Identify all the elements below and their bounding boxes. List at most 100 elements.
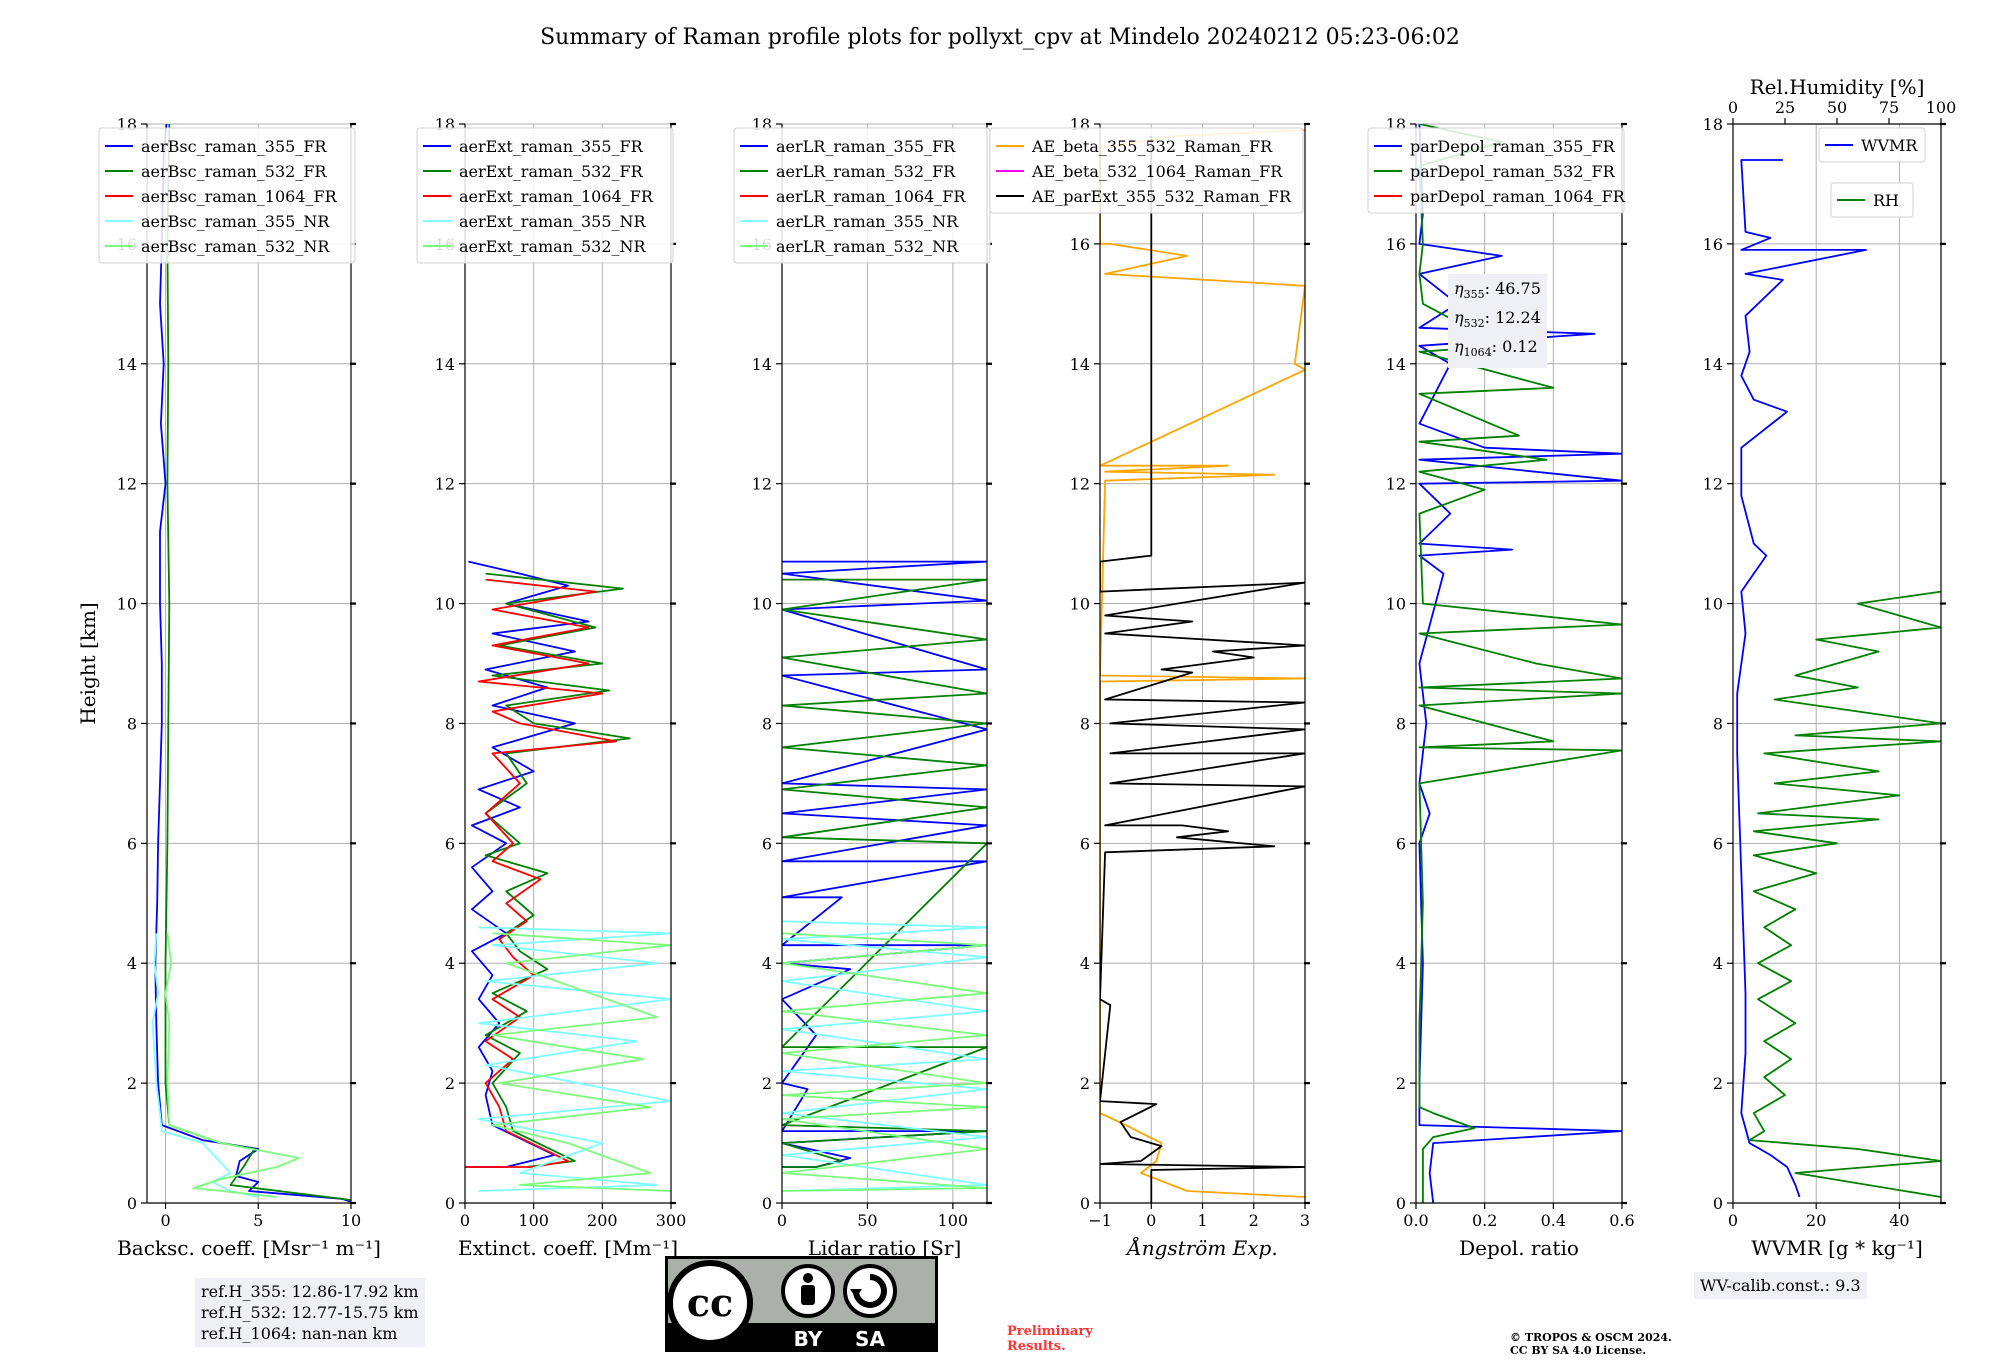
y-tick-label: 2 xyxy=(762,1074,772,1093)
panel-backscatter: 0246810121416180510Backsc. coeff. [Msr⁻¹… xyxy=(76,115,381,1260)
copyright-line-2: CC BY SA 4.0 License. xyxy=(1510,1344,1647,1357)
series-group xyxy=(1100,129,1305,1203)
x-tick-label: 100 xyxy=(938,1211,969,1230)
ref-height-355: ref.H_355: 12.86-17.92 km xyxy=(201,1282,419,1301)
x-tick-label: 40 xyxy=(1889,1211,1909,1230)
x-axis-label: Extinct. coeff. [Mm⁻¹] xyxy=(458,1236,678,1260)
y-tick-label: 10 xyxy=(1386,595,1406,614)
top-x-tick-label: 50 xyxy=(1827,98,1847,117)
copyright-line-1: © TROPOS & OSCM 2024. xyxy=(1510,1331,1672,1344)
eta-box: η355: 46.75 η532: 12.24 η1064: 0.12 xyxy=(1448,274,1547,368)
y-tick-label: 8 xyxy=(1080,714,1090,733)
y-tick-label: 8 xyxy=(127,714,137,733)
y-tick-label: 2 xyxy=(1713,1074,1723,1093)
series-line-aerLR_raman_355_NR xyxy=(782,920,987,1192)
y-tick-label: 8 xyxy=(1713,714,1723,733)
legend-label: aerLR_raman_355_NR xyxy=(776,212,959,231)
preliminary-line-1: Preliminary xyxy=(1007,1324,1093,1339)
top-x-tick-label: 75 xyxy=(1879,98,1899,117)
legend-label: parDepol_raman_1064_FR xyxy=(1410,187,1626,206)
y-tick-label: 6 xyxy=(762,834,772,853)
y-tick-label: 14 xyxy=(435,355,455,374)
legend-box xyxy=(98,127,356,264)
y-tick-label: 6 xyxy=(1713,834,1723,853)
y-tick-label: 14 xyxy=(1386,355,1406,374)
legend-label: aerExt_raman_355_FR xyxy=(459,137,644,156)
chart-panels: 0246810121416180510Backsc. coeff. [Msr⁻¹… xyxy=(76,75,1956,1260)
legend-label: parDepol_raman_532_FR xyxy=(1410,162,1616,181)
y-axis-label: Height [km] xyxy=(76,602,100,724)
y-tick-label: 10 xyxy=(1703,595,1723,614)
y-tick-label: 0 xyxy=(762,1194,772,1213)
y-tick-label: 16 xyxy=(1070,235,1090,254)
y-tick-label: 8 xyxy=(762,714,772,733)
series-line-parDepol_raman_355_FR xyxy=(1418,124,1622,1203)
x-tick-label: 0 xyxy=(160,1211,170,1230)
legend-label: AE_beta_355_532_Raman_FR xyxy=(1031,137,1273,156)
legend-label: aerLR_raman_532_NR xyxy=(776,237,959,256)
x-tick-label: 20 xyxy=(1806,1211,1826,1230)
y-tick-label: 6 xyxy=(1080,834,1090,853)
x-axis-label: Backsc. coeff. [Msr⁻¹ m⁻¹] xyxy=(117,1236,381,1260)
y-tick-label: 14 xyxy=(752,355,772,374)
y-tick-label: 4 xyxy=(1080,954,1090,973)
y-tick-label: 14 xyxy=(117,355,137,374)
x-tick-label: 3 xyxy=(1300,1211,1310,1230)
legend-label: aerLR_raman_355_FR xyxy=(776,137,956,156)
panel-water-vapor: 0 2 4 6 8 10 12 14 16 18 0 20 40 WVMR [g * kg⁻¹] 0 25 50… xyxy=(1703,75,1957,1260)
y-tick-label: 16 xyxy=(1386,235,1406,254)
legend-label: AE_beta_532_1064_Raman_FR xyxy=(1031,162,1283,181)
x-tick-label: 0.0 xyxy=(1403,1211,1428,1230)
y-tick-label: 6 xyxy=(445,834,455,853)
legend: aerLR_raman_355_FR aerLR_raman_532_FR aerL… xyxy=(733,127,991,264)
by-icon-head xyxy=(803,1273,813,1283)
x-axis-label: Depol. ratio xyxy=(1459,1236,1579,1260)
series-line-AE_parExt_355_532_Raman_FR xyxy=(1100,136,1305,1203)
figure-title: Summary of Raman profile plots for polly… xyxy=(540,25,1460,50)
x-tick-label: 5 xyxy=(253,1211,263,1230)
legend-label: aerBsc_raman_355_FR xyxy=(141,137,327,156)
x-tick-label: 10 xyxy=(341,1211,361,1230)
top-x-tick-label: 0 xyxy=(1728,98,1738,117)
x-tick-label: 0 xyxy=(460,1211,470,1230)
series-line-aerLR_raman_355_FR xyxy=(782,560,987,1168)
reference-height-box: ref.H_355: 12.86-17.92 km ref.H_532: 12.… xyxy=(195,1278,425,1347)
y-tick-label: 10 xyxy=(435,595,455,614)
x-tick-label: 0 xyxy=(777,1211,787,1230)
series-line-aerExt_raman_355_FR xyxy=(465,560,590,1168)
wv-calibration-box: WV-calib.const.: 9.3 xyxy=(1694,1272,1867,1299)
x-tick-label: 0.6 xyxy=(1609,1211,1634,1230)
x-tick-label: 2 xyxy=(1249,1211,1259,1230)
y-tick-label: 4 xyxy=(127,954,137,973)
y-tick-label: 2 xyxy=(445,1074,455,1093)
panel-lidar-ratio: 024681012141618050100Lidar ratio [Sr]aer… xyxy=(733,115,992,1260)
y-tick-label: 0 xyxy=(1396,1194,1406,1213)
series-line-aerBsc_raman_355_FR xyxy=(154,124,351,1203)
legend-label: aerExt_raman_532_NR xyxy=(459,237,647,256)
y-tick-label: 0 xyxy=(127,1194,137,1213)
ref-height-1064: ref.H_1064: nan-nan km xyxy=(201,1324,398,1343)
series-line-aerExt_raman_1064_FR xyxy=(465,578,617,1168)
y-tick-label: 8 xyxy=(445,714,455,733)
legend: aerExt_raman_355_FR aerExt_raman_532_FRae… xyxy=(416,127,674,264)
legend-RH: RH xyxy=(1830,182,1914,218)
x-tick-label: 0 xyxy=(1146,1211,1156,1230)
y-tick-label: 6 xyxy=(1396,834,1406,853)
sa-icon-arrow xyxy=(850,1289,862,1298)
series-line-aerBsc_raman_532_FR xyxy=(164,124,351,1201)
sa-icon xyxy=(843,1264,897,1318)
top-x-tick-label: 25 xyxy=(1775,98,1795,117)
series-line-aerExt_raman_532_NR xyxy=(491,932,671,1192)
series-group xyxy=(782,560,987,1192)
y-tick-label: 12 xyxy=(752,475,772,494)
preliminary-line-2: Results. xyxy=(1007,1339,1066,1354)
series-group xyxy=(151,124,351,1203)
y-tick-label: 0 xyxy=(1713,1194,1723,1213)
copyright-note: © TROPOS & OSCM 2024. CC BY SA 4.0 Licen… xyxy=(1510,1331,1672,1357)
x-axis-label: WVMR [g * kg⁻¹] xyxy=(1751,1236,1923,1260)
eta-1064: η1064: 0.12 xyxy=(1454,337,1538,360)
series-line-aerBsc_raman_532_NR xyxy=(164,933,301,1198)
x-tick-label: 200 xyxy=(587,1211,618,1230)
series-line-WVMR xyxy=(1736,159,1867,1198)
